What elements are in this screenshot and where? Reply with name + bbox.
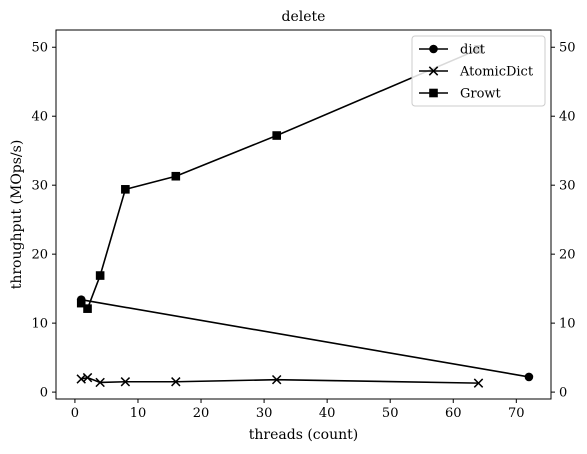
right-y-tick-label: 30 [559, 179, 576, 194]
legend-box [411, 35, 546, 107]
data-point [171, 377, 181, 387]
legend-item: Growt [419, 87, 502, 102]
x-tick-label: 30 [256, 406, 273, 421]
data-point [271, 374, 282, 385]
right-y-tick-label: 10 [559, 317, 576, 332]
data-point [82, 372, 93, 383]
legend-marker [428, 66, 439, 76]
right-y-axis: 0 10 20 30 40 50 [551, 41, 576, 401]
data-point [171, 171, 181, 181]
x-tick-label: 70 [508, 406, 525, 421]
series-line [81, 298, 530, 378]
data-point [524, 372, 534, 382]
x-tick-label: 50 [382, 406, 399, 421]
x-axis: 0 10 20 30 40 50 60 70 [71, 399, 525, 421]
left-y-axis: 0 10 20 30 40 50 [31, 41, 56, 401]
legend: dict AtomicDict Growt [411, 35, 546, 107]
series-dict [76, 295, 534, 382]
legend-marker [429, 88, 438, 98]
plot-frame [55, 29, 552, 400]
y-tick-label: 50 [31, 41, 48, 56]
y-tick-label: 30 [31, 179, 48, 194]
y-tick-label: 0 [40, 386, 48, 401]
legend-label: Growt [460, 87, 502, 102]
data-point [83, 304, 92, 313]
data-point [272, 131, 282, 140]
legend-label: dict [460, 43, 486, 58]
data-point [76, 298, 86, 308]
legend-item: AtomicDict [419, 65, 534, 80]
right-y-tick-label: 0 [559, 386, 567, 401]
y-tick-label: 10 [31, 317, 48, 332]
x-tick-label: 40 [319, 406, 336, 421]
right-y-tick-label: 40 [559, 110, 576, 125]
legend-marker [429, 44, 438, 54]
x-tick-label: 20 [193, 406, 210, 421]
legend-item: dict [419, 43, 486, 58]
y-tick-label: 40 [31, 110, 48, 125]
right-y-tick-label: 50 [559, 41, 576, 56]
x-tick-label: 10 [130, 406, 147, 421]
x-tick-label: 0 [71, 406, 79, 421]
chart-title: delete [282, 9, 326, 25]
y-axis-label: throughput (MOps/s) [9, 140, 25, 290]
data-point [95, 271, 105, 280]
plot-content [76, 45, 534, 388]
x-tick-label: 60 [445, 406, 462, 421]
data-point [473, 378, 484, 388]
legend-label: AtomicDict [459, 65, 534, 80]
y-tick-label: 20 [31, 248, 48, 263]
data-point [121, 185, 130, 194]
x-axis-label: threads (count) [249, 427, 358, 443]
data-point [120, 377, 131, 387]
data-point [95, 377, 105, 388]
series-atomicdict [76, 372, 484, 388]
right-y-tick-label: 20 [559, 248, 576, 263]
